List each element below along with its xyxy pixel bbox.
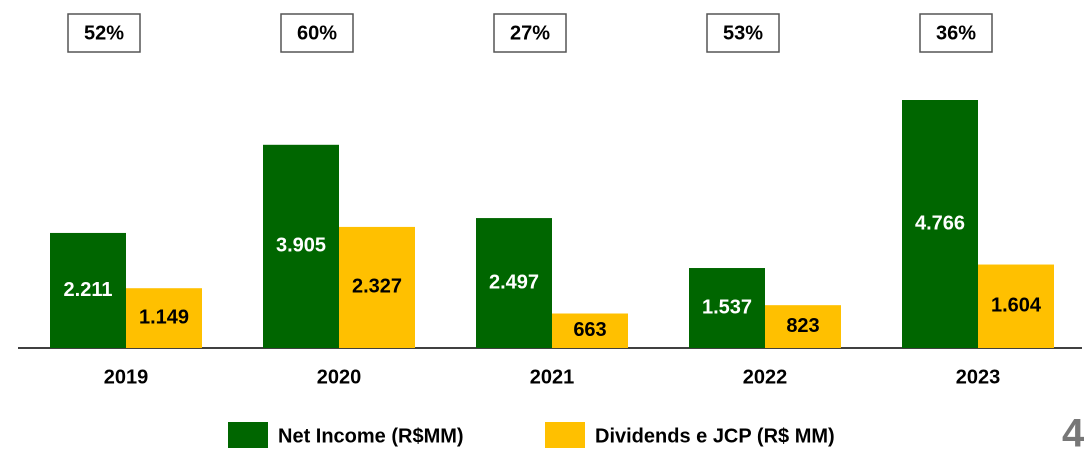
bar: [50, 232, 126, 348]
data-label: 2.497: [489, 271, 539, 293]
data-label: 2.211: [64, 279, 113, 301]
data-label: 1.604: [991, 295, 1042, 317]
data-label: 1.149: [139, 306, 189, 328]
bar: [689, 268, 765, 348]
bar: [552, 313, 628, 348]
payout-box: [493, 13, 567, 53]
bar: [263, 144, 339, 348]
data-label: 4.766: [915, 212, 965, 234]
data-label: 2.327: [352, 276, 402, 298]
payout-box: [706, 13, 780, 53]
payout-box: [67, 13, 141, 53]
legend-swatch: [228, 422, 268, 448]
payout-label: 53%: [723, 22, 763, 44]
data-label: 663: [573, 319, 606, 341]
payout-label: 36%: [936, 22, 976, 44]
legend-label: Net Income (R$MM): [278, 425, 464, 447]
payout-label: 52%: [84, 22, 124, 44]
data-label: 823: [786, 315, 819, 337]
bar: [978, 264, 1054, 348]
x-tick-label: 2023: [956, 366, 1001, 388]
x-tick-label: 2021: [530, 366, 575, 388]
payout-box: [280, 13, 354, 53]
legend-swatch: [545, 422, 585, 448]
data-label: 1.537: [702, 296, 752, 318]
bar: [126, 288, 202, 348]
x-tick-label: 2020: [317, 366, 362, 388]
bar: [765, 305, 841, 348]
bar: [339, 226, 415, 348]
x-tick-label: 2019: [104, 366, 149, 388]
payout-label: 60%: [297, 22, 337, 44]
data-label: 3.905: [276, 235, 326, 257]
payout-label: 27%: [510, 22, 550, 44]
bar: [476, 218, 552, 348]
page-number: 4: [1062, 412, 1084, 454]
bar: [902, 100, 978, 348]
x-tick-label: 2022: [743, 366, 788, 388]
payout-box: [919, 13, 993, 53]
legend-label: Dividends e JCP (R$ MM): [595, 425, 835, 447]
